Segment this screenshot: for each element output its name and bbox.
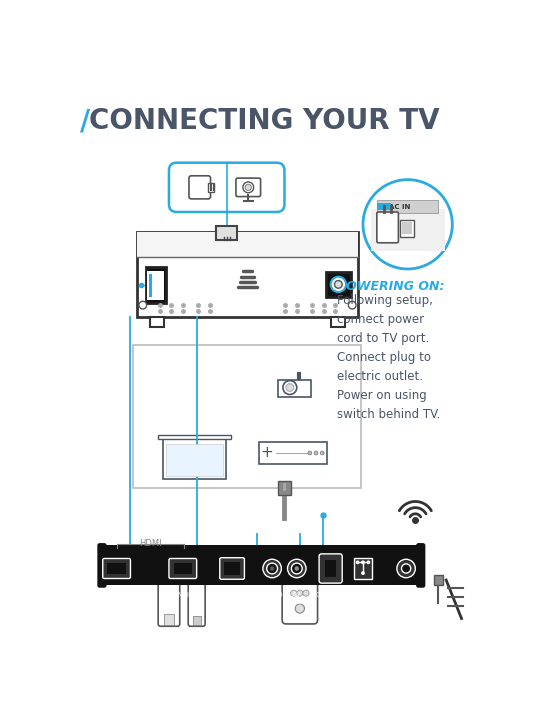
Bar bbox=[146, 268, 166, 303]
FancyBboxPatch shape bbox=[377, 212, 399, 243]
Bar bbox=[326, 272, 350, 297]
FancyBboxPatch shape bbox=[416, 543, 426, 587]
Bar bbox=[147, 270, 164, 300]
Text: Following setup,
connect power
cord to TV port.
Connect plug to
electric outlet.: Following setup, connect power cord to T… bbox=[337, 294, 440, 421]
Bar bbox=[151, 317, 164, 327]
Circle shape bbox=[397, 559, 415, 578]
Bar bbox=[377, 201, 438, 213]
Text: AC IN: AC IN bbox=[389, 204, 410, 209]
Text: 1/ARC: 1/ARC bbox=[106, 592, 127, 598]
Circle shape bbox=[267, 563, 278, 574]
Bar bbox=[354, 558, 372, 579]
FancyBboxPatch shape bbox=[282, 555, 318, 624]
FancyBboxPatch shape bbox=[188, 579, 205, 626]
Bar bbox=[149, 273, 152, 297]
Bar bbox=[216, 226, 238, 240]
Circle shape bbox=[303, 579, 309, 585]
Circle shape bbox=[334, 281, 342, 288]
Circle shape bbox=[401, 564, 411, 573]
Bar bbox=[278, 481, 291, 495]
Bar bbox=[208, 182, 214, 192]
Bar bbox=[259, 442, 327, 464]
Circle shape bbox=[286, 384, 294, 391]
Circle shape bbox=[243, 182, 254, 193]
Text: OPTICAL: OPTICAL bbox=[316, 592, 345, 598]
FancyBboxPatch shape bbox=[220, 558, 245, 579]
Text: HDMI: HDMI bbox=[139, 539, 162, 548]
Bar bbox=[137, 232, 359, 317]
Circle shape bbox=[361, 561, 365, 564]
Bar bbox=[173, 563, 192, 574]
Text: +: + bbox=[260, 446, 273, 460]
Text: /: / bbox=[79, 108, 90, 135]
Circle shape bbox=[356, 561, 360, 564]
FancyBboxPatch shape bbox=[189, 176, 211, 199]
Text: 2/MHL: 2/MHL bbox=[172, 592, 194, 598]
Circle shape bbox=[320, 451, 324, 455]
Circle shape bbox=[348, 301, 356, 309]
Bar bbox=[100, 545, 423, 585]
Text: AV
INPUT: AV INPUT bbox=[286, 592, 307, 605]
Circle shape bbox=[297, 590, 303, 596]
FancyBboxPatch shape bbox=[97, 543, 106, 587]
Circle shape bbox=[363, 180, 453, 269]
Bar bbox=[377, 203, 391, 210]
Circle shape bbox=[314, 451, 318, 455]
Bar bbox=[278, 379, 312, 397]
FancyBboxPatch shape bbox=[169, 558, 197, 579]
Bar bbox=[193, 616, 200, 625]
Bar bbox=[164, 614, 174, 625]
Bar bbox=[133, 345, 361, 488]
Circle shape bbox=[294, 566, 299, 571]
Bar bbox=[163, 439, 226, 479]
Bar bbox=[225, 562, 240, 574]
Text: POWERING ON:: POWERING ON: bbox=[337, 280, 444, 293]
Circle shape bbox=[303, 590, 309, 596]
Bar bbox=[330, 317, 345, 327]
Circle shape bbox=[263, 559, 281, 578]
Circle shape bbox=[367, 561, 370, 564]
Circle shape bbox=[287, 559, 306, 578]
FancyBboxPatch shape bbox=[103, 558, 131, 579]
Text: AUDIO
OUT: AUDIO OUT bbox=[261, 592, 284, 605]
Circle shape bbox=[308, 451, 312, 455]
Circle shape bbox=[361, 571, 365, 575]
Circle shape bbox=[295, 604, 305, 613]
Text: ANT
IN: ANT IN bbox=[399, 592, 413, 605]
Circle shape bbox=[330, 277, 346, 292]
FancyBboxPatch shape bbox=[236, 178, 261, 196]
Circle shape bbox=[139, 301, 147, 309]
Circle shape bbox=[297, 579, 303, 585]
Circle shape bbox=[291, 590, 297, 596]
Bar bbox=[400, 220, 414, 236]
Text: LAN: LAN bbox=[356, 592, 370, 598]
Bar bbox=[137, 232, 359, 257]
Circle shape bbox=[292, 563, 302, 574]
Circle shape bbox=[291, 579, 297, 585]
Bar bbox=[370, 209, 444, 252]
Circle shape bbox=[245, 184, 251, 190]
FancyBboxPatch shape bbox=[158, 575, 180, 626]
Circle shape bbox=[283, 381, 297, 395]
Bar bbox=[158, 435, 231, 439]
FancyBboxPatch shape bbox=[169, 163, 285, 212]
Bar bbox=[402, 222, 411, 234]
Bar bbox=[325, 560, 336, 577]
Bar bbox=[166, 443, 223, 476]
Bar bbox=[434, 575, 443, 585]
Text: USB 3.0: USB 3.0 bbox=[218, 592, 246, 598]
Bar bbox=[107, 563, 126, 574]
Text: CONNECTING YOUR TV: CONNECTING YOUR TV bbox=[89, 108, 440, 135]
FancyBboxPatch shape bbox=[319, 554, 342, 583]
Circle shape bbox=[270, 566, 274, 571]
